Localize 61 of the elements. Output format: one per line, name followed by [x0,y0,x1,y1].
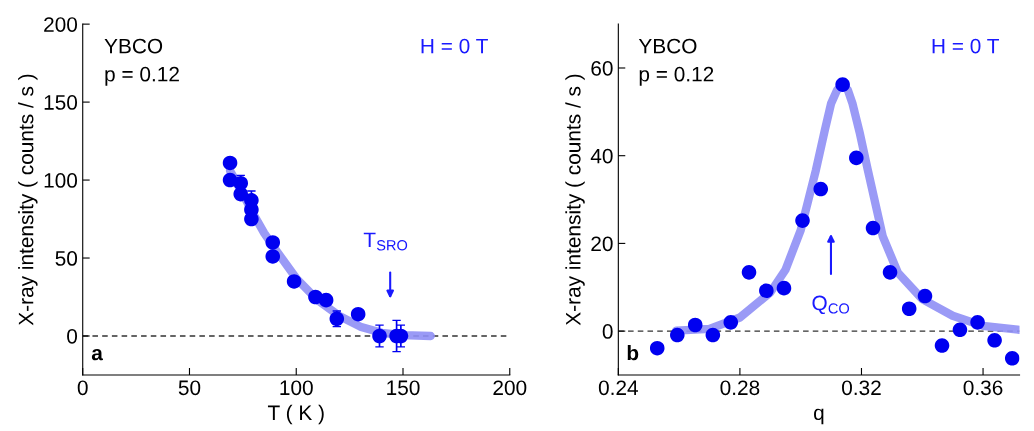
point [759,283,774,299]
x-tick-label: 150 [387,380,420,396]
point [286,274,302,289]
x-tick-label: 50 [178,380,201,396]
x-tick-label: 0.36 [963,380,1003,396]
point [670,327,685,343]
y-tick-label: 100 [44,173,78,188]
annotation: T$_{SRO}$ [363,232,408,251]
point [813,181,829,197]
point [687,317,703,333]
y-tick-label: 200 [44,17,78,32]
point [741,265,757,280]
x-tick-label: 0.32 [842,380,881,396]
y-tick-label: 150 [44,95,78,110]
annotation: H = 0 T [421,38,488,54]
y-axis-title: X-ray intensity ( counts / s ) [565,74,585,326]
annotation: H = 0 T [932,38,999,54]
point [901,301,917,317]
point [865,220,881,236]
annotation: p = 0.12 [639,66,714,86]
point [776,280,792,296]
annotation: a [91,348,103,361]
x-tick-label: 0.28 [720,380,760,396]
annotation: YBCO [104,38,163,54]
y-axis-title: X-ray intensity ( counts / s ) [18,74,38,326]
point [723,315,739,330]
x-tick-label: 200 [493,380,527,396]
point [705,327,721,343]
point [372,328,387,344]
point [917,288,933,304]
annotation: p = 0.12 [105,66,179,86]
point [795,213,810,228]
point [265,249,281,264]
point [882,265,898,280]
point [970,315,985,330]
point [952,322,968,338]
annotation: Q$_{CO}$ [812,295,850,315]
x-axis-title: q [814,408,824,425]
point [835,77,850,92]
y-tick-label: 40 [590,148,613,164]
annotation: YBCO [638,38,697,54]
point [649,340,665,356]
y-tick-label: 0 [67,328,78,344]
point [318,292,334,308]
y-tick-label: 60 [591,60,613,76]
point [987,333,1002,348]
x-tick-label: 0.24 [598,380,638,396]
point [849,150,864,166]
point [1004,351,1020,366]
x-axis-title: T ( K ) [267,404,324,425]
y-tick-label: 0 [602,324,613,339]
point [265,235,281,250]
x-tick-label: 100 [280,380,313,396]
point [222,155,238,171]
y-tick-label: 20 [591,236,613,252]
point [350,306,366,322]
x-tick-label: 0 [77,380,88,396]
point [934,338,950,353]
point [233,186,249,202]
annotation: b [627,345,639,361]
y-tick-label: 50 [55,251,78,266]
